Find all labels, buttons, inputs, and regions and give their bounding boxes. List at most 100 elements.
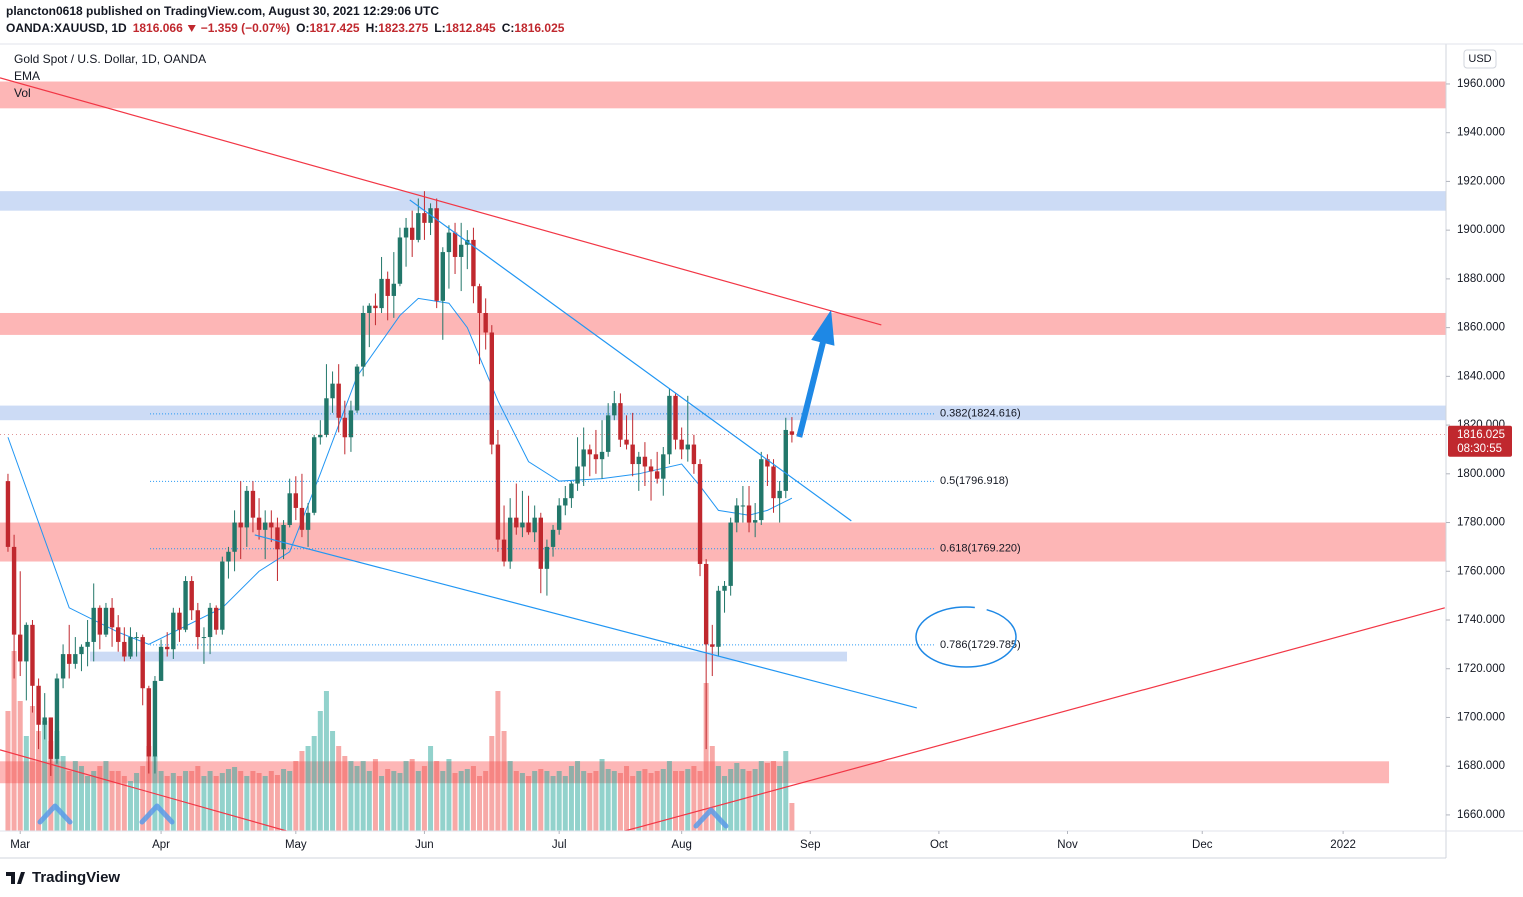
volume-bar [299, 751, 305, 831]
volume-bar [342, 756, 348, 831]
volume-bar [29, 706, 35, 831]
volume-bar [440, 771, 446, 831]
candle-body [654, 471, 660, 479]
y-tick-label: 1880.000 [1457, 273, 1505, 285]
volume-bar [519, 773, 525, 831]
candle-body [244, 490, 250, 528]
y-tick-label: 1900.000 [1457, 224, 1505, 236]
candle-body [109, 607, 115, 628]
volume-bar [642, 769, 648, 831]
volume-bar [605, 769, 611, 831]
volume-bar [679, 771, 685, 831]
volume-bar [660, 769, 666, 831]
volume-bar [183, 771, 189, 831]
candle-body [667, 395, 672, 455]
candle-body [336, 383, 341, 418]
fib-label: 0.786(1729.785) [940, 639, 1021, 651]
candle-body [91, 607, 96, 642]
volume-bar [91, 771, 97, 831]
candle-body [79, 646, 84, 655]
volume-bar [72, 761, 78, 831]
candle-body [18, 634, 23, 662]
candle-body [397, 237, 403, 284]
volume-bar [225, 769, 231, 831]
candle-body [593, 454, 599, 460]
x-tick-label: Aug [671, 839, 691, 851]
volume-bar [336, 746, 342, 831]
candle-body [36, 685, 41, 725]
volume-bar [532, 771, 538, 831]
volume-bar [48, 741, 54, 831]
y-tick-label: 1760.000 [1457, 565, 1505, 577]
volume-bar [709, 746, 715, 831]
candle-body [367, 305, 372, 313]
volume-bar [97, 766, 103, 831]
volume-bar [648, 773, 654, 831]
volume-bar [715, 766, 721, 831]
candle-body [11, 546, 17, 635]
volume-bar [134, 773, 140, 831]
volume-bar [232, 767, 238, 831]
candle-body [403, 227, 409, 238]
volume-bar [219, 773, 225, 831]
candle-body [85, 641, 90, 647]
up-chevron [693, 807, 729, 829]
x-tick-label: Sep [800, 839, 820, 851]
candle-body [54, 678, 60, 759]
candle-body [685, 444, 690, 450]
volume-bar [176, 776, 182, 831]
candle-body [661, 454, 666, 479]
candle-body [250, 490, 256, 518]
volume-bar [513, 771, 519, 831]
candle-body [354, 366, 360, 411]
candle-body [691, 444, 697, 465]
volume-bar [311, 736, 317, 831]
y-tick-label: 1700.000 [1457, 711, 1505, 723]
candle-body [269, 522, 274, 528]
author: plancton0618 published on TradingView.co… [6, 4, 439, 18]
volume-bar [593, 771, 599, 831]
candle-body [520, 522, 525, 528]
last-price-box [1448, 425, 1512, 457]
candle-body [379, 278, 384, 309]
symbol: OANDA:XAUUSD, 1D [6, 21, 127, 35]
volume-bar [550, 776, 556, 831]
volume-bar [103, 761, 109, 831]
author-line: plancton0618 published on TradingView.co… [6, 4, 439, 18]
volume-bar [489, 736, 495, 831]
volume-bar [691, 766, 697, 831]
candle-body [722, 585, 727, 591]
candle-body [471, 239, 476, 287]
candle-body [458, 244, 464, 257]
volume-bar [158, 771, 164, 831]
x-tick-label: Apr [152, 839, 170, 851]
candle-body [348, 410, 354, 438]
candle-body [697, 464, 703, 564]
zone [0, 405, 1446, 421]
candle-body [483, 312, 488, 333]
footer-text: TradingView [32, 869, 120, 886]
volume-bar [752, 769, 758, 831]
volume-bar [403, 761, 409, 831]
up-chevron [37, 803, 73, 825]
candle-body [514, 517, 519, 528]
zone [0, 81, 1446, 109]
candle-body [581, 449, 586, 467]
volume-bar [464, 769, 470, 831]
candle-body [122, 641, 127, 657]
volume-bar [366, 771, 372, 831]
candle-body [716, 590, 721, 647]
indicator-name: EMA [14, 69, 40, 83]
ohlc-label: O: [296, 21, 309, 35]
candle-body [477, 286, 482, 313]
volume-bar [673, 771, 679, 831]
volume-bar [783, 751, 789, 831]
candle-body [342, 417, 348, 438]
candle-body [183, 581, 188, 630]
volume-bar [746, 771, 752, 831]
trend-line [624, 607, 1445, 831]
volume-bar [317, 711, 323, 831]
y-tick-label: 1840.000 [1457, 370, 1505, 382]
volume-bar [452, 773, 458, 831]
volume-bar [360, 761, 366, 831]
